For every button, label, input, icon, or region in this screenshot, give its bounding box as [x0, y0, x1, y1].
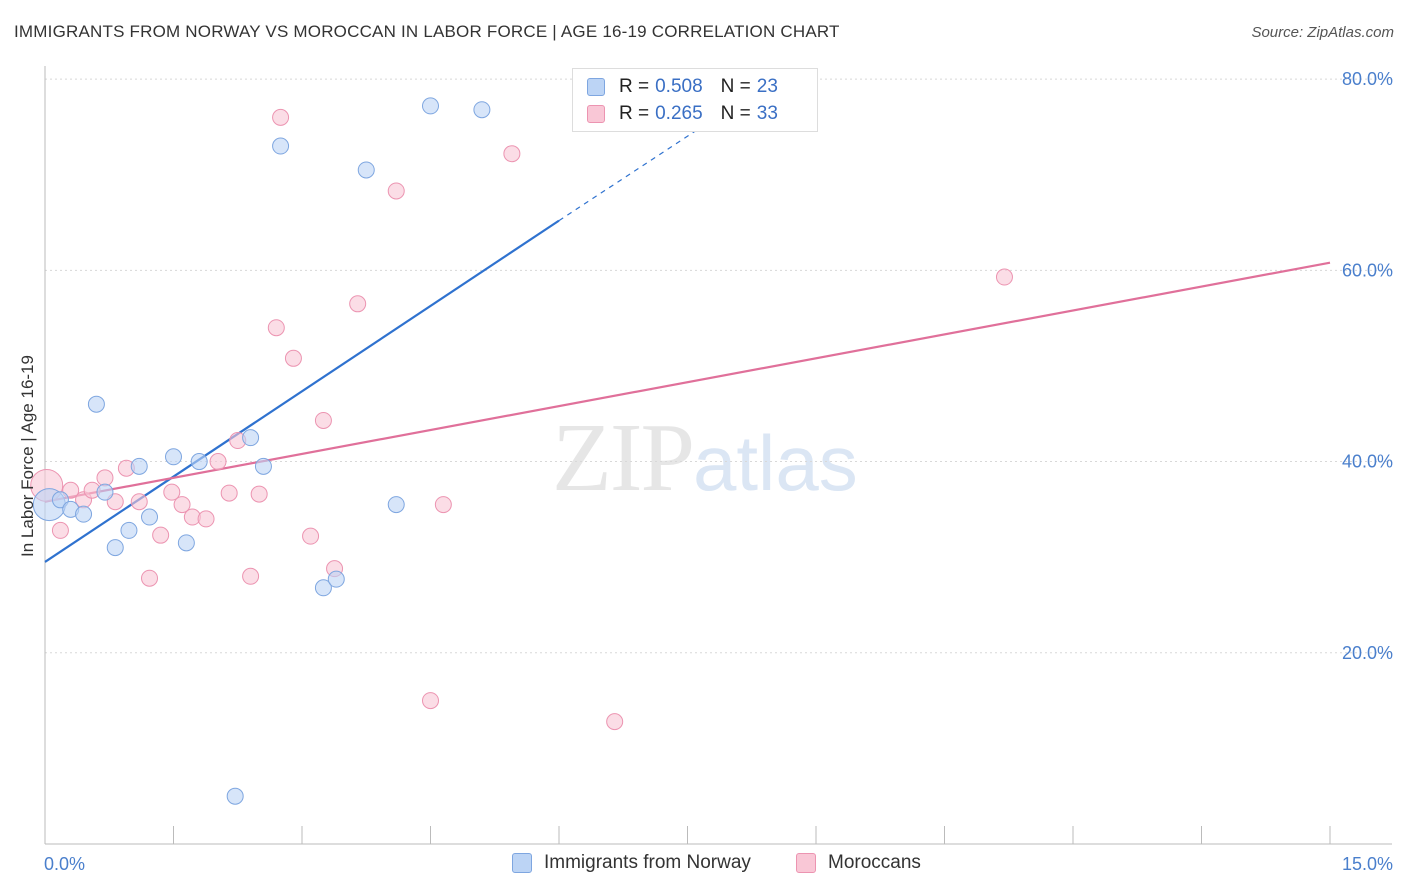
norway-point: [242, 429, 260, 447]
moroccan-point: [152, 526, 170, 544]
norway-point: [272, 137, 290, 155]
n-value: 33: [756, 103, 778, 124]
legend-row-norway: R = 0.508 N = 23: [587, 75, 778, 99]
r-value: 0.508: [655, 76, 703, 97]
norway-point: [177, 534, 195, 552]
y-tick-label: 60.0%: [1342, 260, 1393, 280]
norway-point: [422, 97, 439, 115]
norway-point: [314, 579, 332, 597]
moroccan-trend-line: [44, 261, 1331, 503]
norway-point: [387, 496, 405, 514]
moroccan-point: [141, 569, 159, 587]
r-label: R =: [619, 103, 650, 124]
moroccan-point: [163, 483, 181, 501]
moroccan-point: [434, 496, 452, 514]
y-tick-label: 20.0%: [1342, 643, 1393, 663]
norway-point: [130, 457, 148, 475]
watermark-atlas: atlas: [693, 419, 858, 507]
moroccan-point: [197, 510, 215, 528]
data-points: [30, 97, 1013, 805]
x-tick-label: 15.0%: [1342, 854, 1393, 874]
y-axis-label: In Labor Force | Age 16-19: [18, 355, 37, 557]
moroccan-point: [284, 349, 302, 367]
norway-point: [327, 570, 345, 588]
moroccan-point: [51, 521, 69, 539]
norway-swatch: [587, 78, 605, 96]
moroccan-point: [272, 108, 290, 126]
moroccans-legend-swatch: [796, 853, 816, 873]
moroccan-point: [387, 182, 405, 200]
moroccan-point: [250, 485, 268, 503]
legend-row-moroccans: R = 0.265 N = 33: [587, 102, 778, 126]
norway-point: [165, 448, 182, 466]
moroccans-swatch: [587, 105, 605, 123]
grid-lines: [45, 78, 1392, 654]
axes: [44, 66, 1392, 845]
legend-item-norway[interactable]: Immigrants from Norway: [512, 852, 751, 874]
norway-point: [75, 505, 93, 523]
norway-point: [106, 539, 124, 557]
moroccan-point: [267, 319, 285, 337]
norway-legend-label: Immigrants from Norway: [544, 852, 751, 873]
legend-item-moroccans[interactable]: Moroccans: [796, 852, 921, 874]
tick-labels: 20.0% 40.0% 60.0% 80.0% 0.0% 15.0%: [44, 69, 1393, 874]
norway-point: [190, 453, 208, 471]
norway-point: [473, 101, 491, 119]
moroccan-point: [96, 469, 114, 487]
watermark-zip: ZIP: [552, 404, 695, 512]
moroccan-point: [242, 567, 260, 585]
moroccan-point: [606, 713, 624, 731]
norway-legend-swatch: [512, 853, 532, 873]
norway-point: [120, 521, 138, 539]
stats-legend: R = 0.508 N = 23 R = 0.265 N = 33: [572, 68, 818, 132]
norway-point: [96, 483, 114, 501]
norway-point: [357, 161, 375, 179]
n-label: N =: [720, 76, 751, 97]
norway-point: [254, 457, 272, 475]
norway-point: [226, 787, 244, 805]
r-value: 0.265: [655, 103, 703, 124]
x-tick-label: 0.0%: [44, 854, 85, 874]
moroccan-point: [220, 484, 238, 502]
r-label: R =: [619, 76, 650, 97]
moroccan-point: [314, 411, 332, 429]
chart-title: IMMIGRANTS FROM NORWAY VS MOROCCAN IN LA…: [14, 22, 840, 41]
moroccan-point: [130, 493, 148, 511]
n-label: N =: [720, 103, 751, 124]
moroccan-point: [173, 496, 191, 514]
n-value: 23: [756, 76, 778, 97]
y-tick-label: 80.0%: [1342, 69, 1393, 89]
moroccans-legend-label: Moroccans: [828, 852, 921, 873]
norway-trend-line: [44, 219, 560, 563]
trend-lines: [44, 73, 1331, 563]
moroccan-point: [209, 453, 227, 471]
moroccan-point: [422, 692, 439, 710]
norway-point: [141, 508, 159, 526]
source-label: Source: ZipAtlas.com: [1251, 24, 1394, 41]
moroccan-point: [349, 295, 367, 313]
series-legend: Immigrants from Norway Moroccans: [0, 852, 1406, 878]
watermark: ZIPatlas: [552, 402, 858, 514]
y-tick-label: 40.0%: [1342, 452, 1393, 472]
moroccan-point: [995, 268, 1013, 286]
moroccan-point: [302, 527, 320, 545]
moroccan-point: [503, 145, 521, 163]
norway-point: [87, 395, 105, 413]
